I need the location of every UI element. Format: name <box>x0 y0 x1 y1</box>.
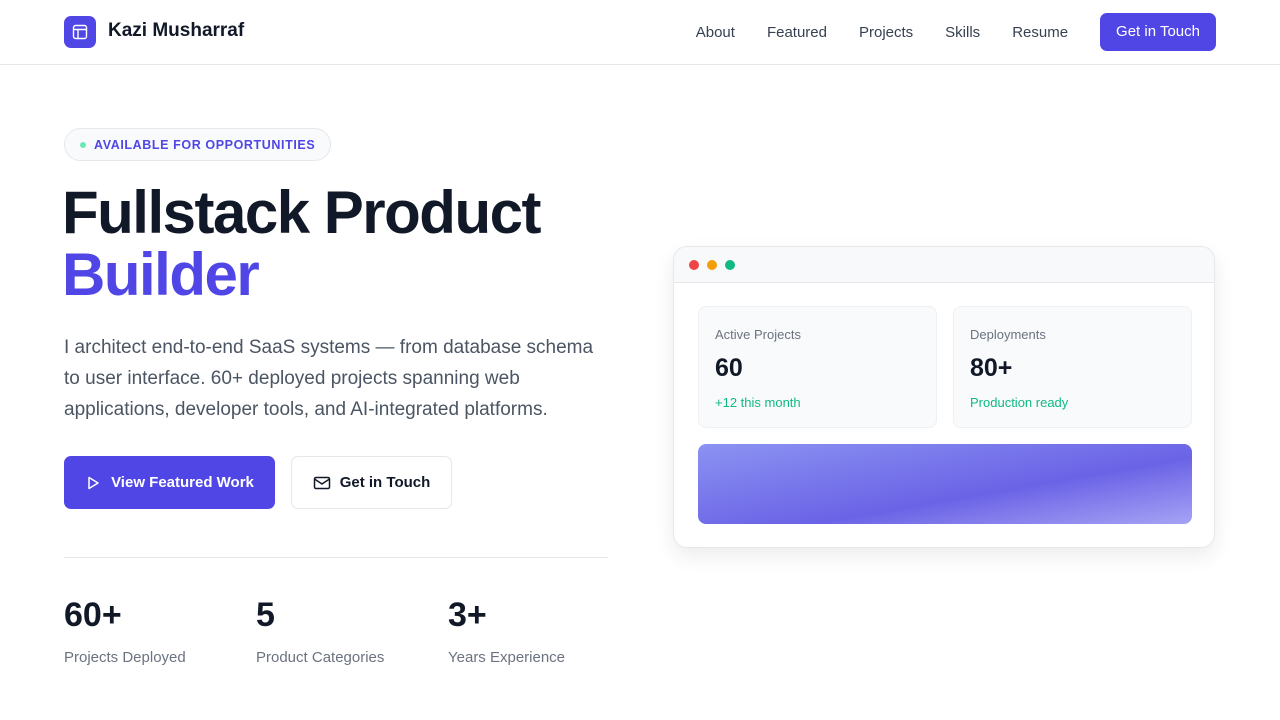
logo-icon[interactable] <box>64 16 96 48</box>
gradient-banner <box>698 444 1192 524</box>
card-sub: +12 this month <box>715 395 801 410</box>
stat-value: 3+ <box>448 596 487 634</box>
page-title: Fullstack Product Builder <box>62 179 541 308</box>
nav-resume[interactable]: Resume <box>1012 23 1069 41</box>
minimize-dot-icon <box>707 259 717 270</box>
close-dot-icon <box>689 259 699 270</box>
top-nav: Kazi Musharraf About Featured Projects S… <box>0 0 1280 65</box>
deployments-card: Deployments 80+ Production ready <box>953 306 1192 428</box>
stat-projects: 60+ Projects Deployed <box>64 596 186 666</box>
nav-about[interactable]: About <box>695 23 735 41</box>
card-value: 60 <box>715 354 743 382</box>
button-label: View Featured Work <box>111 474 254 491</box>
window-bar <box>674 247 1214 283</box>
button-label: Get in Touch <box>339 474 431 491</box>
nav-featured[interactable]: Featured <box>766 23 827 41</box>
hero-description: I architect end-to-end SaaS systems — fr… <box>64 337 594 420</box>
stat-label: Projects Deployed <box>64 649 186 666</box>
nav-skills[interactable]: Skills <box>945 23 981 41</box>
stat-value: 5 <box>256 596 275 634</box>
card-title: Deployments <box>970 327 1046 342</box>
play-icon <box>88 476 99 489</box>
stat-label: Years Experience <box>448 649 566 666</box>
view-featured-work-button[interactable]: View Featured Work <box>64 456 275 509</box>
dashboard-preview: Active Projects 60 +12 this month Deployme… <box>673 246 1215 548</box>
brand-name[interactable]: Kazi Musharraf <box>108 20 245 41</box>
title-line-2: Builder <box>62 241 260 308</box>
divider <box>64 557 608 558</box>
get-in-touch-button[interactable]: Get in Touch <box>291 456 452 509</box>
get-in-touch-nav-button[interactable]: Get in Touch <box>1100 13 1216 51</box>
card-value: 80+ <box>970 354 1013 382</box>
card-sub: Production ready <box>970 395 1069 410</box>
status-dot-icon <box>80 141 86 148</box>
mail-icon <box>313 476 330 489</box>
availability-badge: AVAILABLE FOR OPPORTUNITIES <box>64 128 332 161</box>
title-line-1: Fullstack Product <box>62 179 541 246</box>
badge-label: AVAILABLE FOR OPPORTUNITIES <box>94 137 316 152</box>
stat-label: Product Categories <box>256 649 385 666</box>
nav-projects[interactable]: Projects <box>858 23 914 41</box>
stat-categories: 5 Product Categories <box>256 596 384 666</box>
card-title: Active Projects <box>715 327 801 342</box>
active-projects-card: Active Projects 60 +12 this month <box>698 306 937 428</box>
stat-experience: 3+ Years Experience <box>448 596 565 666</box>
maximize-dot-icon <box>725 259 735 270</box>
stat-value: 60+ <box>64 596 122 634</box>
